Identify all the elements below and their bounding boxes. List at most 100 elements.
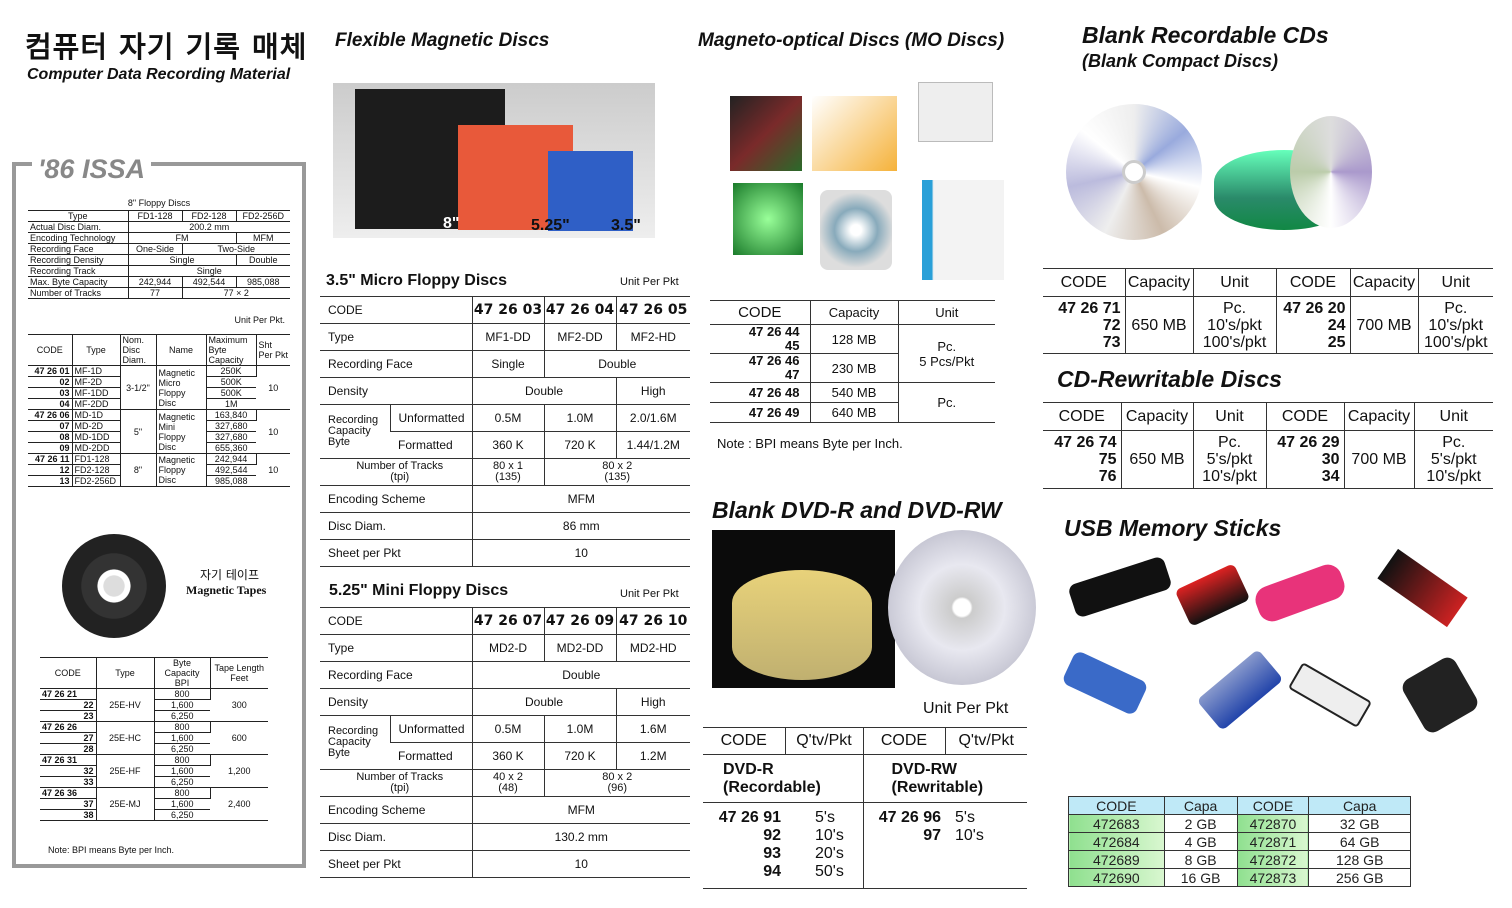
table-cell: Tape Length Feet <box>210 657 268 689</box>
dvd-unit: Unit Per Pkt <box>923 700 1009 717</box>
table-cell: Capacity <box>1349 268 1418 297</box>
cd-disc-image <box>1290 116 1372 228</box>
table-cell: 45 <box>785 338 800 353</box>
floppy8-table: Type FD1-128 FD2-128 FD2-256D Actual Disc D… <box>28 210 290 299</box>
table-cell: 47 26 01 <box>28 365 73 377</box>
table-cell: 03 <box>28 387 73 399</box>
usb-stick-image <box>1061 649 1149 717</box>
table-cell: MF-1D <box>72 365 121 377</box>
table-cell: 25 <box>1327 333 1346 351</box>
table-cell: 300 <box>210 688 268 722</box>
table-cell: 10's/pkt <box>1202 468 1257 485</box>
table-cell: 47 26 48 <box>710 382 810 403</box>
table-cell: Pc. <box>937 338 957 354</box>
table-cell: 47 26 44 <box>748 324 800 339</box>
table-cell: 10's/pkt <box>1428 316 1484 334</box>
table-cell: Q'tv/Pkt <box>944 727 1027 755</box>
table-cell: Type <box>320 323 472 351</box>
table-cell: 28 <box>40 743 97 755</box>
table-cell: 472873 <box>1236 868 1310 887</box>
table-cell: 22 <box>40 699 97 711</box>
cd-disc-image <box>1066 104 1202 240</box>
table-cell: 47 26 31 <box>40 754 97 766</box>
table-cell: CODE <box>703 727 785 755</box>
table-cell: 1M <box>206 398 256 410</box>
mo-title: Magneto-optical Discs (MO Discs) <box>698 30 1005 51</box>
table-cell: 500K <box>206 387 256 399</box>
table-cell: 1,600 <box>154 699 210 711</box>
table-cell: 10 <box>256 453 290 487</box>
table-cell: Magnetic Floppy Disc <box>156 453 207 487</box>
table-cell: 47 26 10 <box>615 607 690 635</box>
table-cell: MFM <box>471 796 690 824</box>
table-cell: 472689 <box>1068 850 1165 869</box>
table-cell: Sht Per Pkt <box>256 334 290 366</box>
table-cell: 8 GB <box>1163 850 1238 869</box>
table-cell: (tpi) <box>390 471 410 483</box>
table-cell: 34 <box>1321 468 1340 485</box>
tape-note: Note: BPI means Byte per Inch. <box>48 845 175 855</box>
table-cell: 37 <box>40 798 97 810</box>
table-cell: Capacity <box>809 300 898 325</box>
usb-stick-image <box>1251 560 1349 626</box>
table-cell: Type <box>96 657 155 689</box>
table-cell: 5's <box>955 809 975 826</box>
table-cell: 256 GB <box>1308 868 1411 887</box>
usb-table: CODE Capa CODE Capa 472683 2 GB 472870 32 GB 4… <box>1068 796 1411 887</box>
usb-stick-image <box>1196 648 1284 732</box>
table-cell: 92 <box>763 827 781 844</box>
table-cell: MFM <box>471 485 690 513</box>
table-cell: Sheet per Pkt <box>320 539 472 567</box>
usb-stick-image <box>1377 548 1468 628</box>
table-cell: 47 26 11 <box>28 453 73 465</box>
m35-unit: Unit Per Pkt <box>620 276 679 288</box>
table-cell: FD2-256D <box>72 475 121 487</box>
table-cell: MF1-DD <box>471 323 544 351</box>
dvd-spindle-image <box>712 530 895 688</box>
table-cell: 76 <box>1098 468 1117 485</box>
mo-disc-image <box>918 82 993 142</box>
table-cell: Capa <box>1163 796 1238 815</box>
table-cell: 13 <box>28 475 73 487</box>
mo-drive-image <box>922 180 1004 280</box>
usb-stick-image <box>1174 563 1251 627</box>
table-cell: 32 <box>40 765 97 777</box>
table-cell: Unit <box>1413 402 1493 431</box>
table-cell: MD-1DD <box>72 431 121 443</box>
table-cell: CODE <box>1265 402 1344 431</box>
table-cell: Double <box>471 661 690 689</box>
tape-label-en: Magnetic Tapes <box>186 583 267 597</box>
table-cell: Disc Diam. <box>320 512 472 540</box>
table-cell: 100's/pkt <box>1202 333 1267 351</box>
m525-title: 5.25" Mini Floppy Discs <box>329 582 509 599</box>
table-cell: Single <box>128 265 290 277</box>
table-cell: 50's <box>815 863 844 880</box>
table-cell: (Recordable) <box>723 778 821 796</box>
table-cell: CODE <box>1236 796 1310 815</box>
usb-stick-image <box>1067 555 1173 619</box>
table-cell: 0.5M <box>471 404 544 432</box>
table-cell: 700 MB <box>1343 430 1414 489</box>
table-cell: 242,944 <box>206 453 257 465</box>
table-cell: 47 26 04 <box>543 296 616 324</box>
table-cell: 250K <box>206 365 257 377</box>
table-cell: 6,250 <box>154 743 210 755</box>
table-cell: Capa <box>1308 796 1411 815</box>
table-cell: 47 26 09 <box>543 607 616 635</box>
cdrw-title: CD-Rewritable Discs <box>1057 366 1282 392</box>
table-cell: MD-1D <box>72 409 121 421</box>
table-cell: 10's/pkt <box>1207 316 1262 334</box>
table-cell: 33 <box>40 776 97 788</box>
table-cell: 47 <box>785 367 800 382</box>
table-cell: CODE <box>40 657 97 689</box>
mo-disc-image <box>733 183 803 255</box>
table-cell: Unit <box>1417 268 1493 297</box>
tape-label-ko: 자기 테이프 <box>200 568 260 582</box>
table-cell: Type <box>28 210 129 222</box>
table-cell: Capacity <box>1120 402 1193 431</box>
table-cell: 47 26 74 <box>1054 434 1117 451</box>
usb-row: 472689 8 GB 472872 128 GB <box>1068 850 1411 869</box>
table-cell: CODE <box>862 727 945 755</box>
table-cell: Pc. <box>1442 434 1466 451</box>
table-cell: Recording Capacity Byte <box>320 404 390 459</box>
